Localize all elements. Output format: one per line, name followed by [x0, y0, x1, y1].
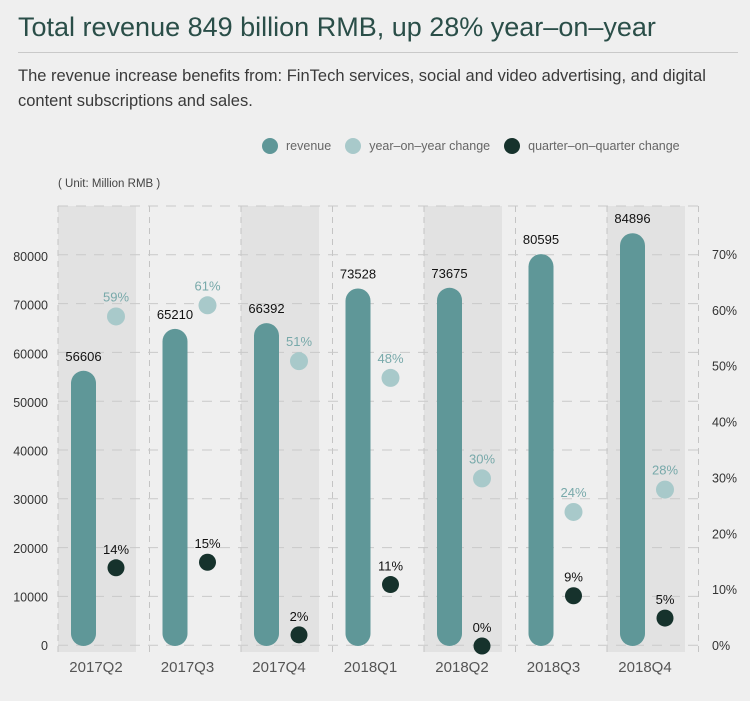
qoq-point-2018Q3	[565, 587, 582, 605]
revenue-bar-2018Q1	[345, 288, 371, 646]
revenue-value-label: 84896	[614, 211, 650, 226]
y-left-tick-label: 60000	[13, 347, 48, 361]
legend-qoq-label: quarter–on–quarter change	[528, 139, 680, 153]
revenue-value-label: 73528	[340, 266, 376, 281]
legend-qoq-swatch	[504, 138, 521, 154]
y-left-tick-label: 80000	[13, 250, 48, 264]
qoq-value-label: 9%	[564, 570, 583, 585]
qoq-point-2018Q1	[382, 576, 399, 594]
qoq-value-label: 11%	[378, 559, 403, 574]
revenue-bar-2017Q2	[71, 370, 96, 646]
x-tick-label: 2018Q1	[344, 659, 397, 676]
y-right-tick-label: 30%	[712, 471, 737, 485]
x-tick-label: 2018Q4	[618, 659, 671, 676]
yoy-value-label: 28%	[652, 463, 678, 478]
x-tick-label: 2017Q3	[161, 659, 214, 676]
x-tick-label: 2018Q3	[527, 659, 580, 676]
revenue-value-label: 65210	[157, 307, 193, 322]
yoy-value-label: 59%	[103, 289, 129, 304]
unit-label: ( Unit: Million RMB )	[58, 178, 161, 190]
y-left-tick-label: 0	[41, 639, 48, 653]
qoq-point-2018Q2	[473, 637, 491, 655]
column-band-2017Q4	[241, 206, 319, 652]
legend-revenue: revenue	[262, 138, 331, 154]
yoy-value-label: 48%	[377, 351, 403, 366]
qoq-value-label: 0%	[473, 620, 492, 635]
revenue-bar-2017Q3	[162, 328, 188, 646]
qoq-value-label: 15%	[194, 536, 220, 551]
y-right-tick-label: 60%	[712, 304, 737, 318]
qoq-point-2018Q4	[656, 609, 674, 627]
y-right-tick-label: 20%	[712, 527, 737, 541]
yoy-point-2018Q1	[381, 368, 400, 387]
yoy-point-2017Q2	[107, 307, 125, 326]
yoy-value-label: 30%	[469, 451, 495, 466]
x-tick-label: 2017Q2	[69, 659, 122, 676]
revenue-value-label: 56606	[65, 349, 101, 364]
chart-title: Total revenue 849 billion RMB, up 28% ye…	[18, 12, 656, 42]
revenue-value-label: 66392	[248, 301, 284, 316]
y-left-tick-label: 70000	[13, 299, 48, 313]
revenue-bar-2017Q4	[254, 323, 279, 646]
legend-yoy-label: year–on–year change	[369, 139, 491, 153]
y-right-tick-label: 40%	[712, 416, 737, 430]
qoq-point-2017Q2	[107, 559, 125, 577]
yoy-point-2017Q3	[198, 296, 217, 315]
qoq-value-label: 14%	[103, 542, 129, 557]
legend-yoy-swatch	[345, 138, 362, 154]
legend-qoq: quarter–on–quarter change	[504, 138, 680, 154]
y-right-tick-label: 10%	[712, 583, 737, 597]
revenue-bar-2018Q3	[528, 254, 554, 646]
qoq-point-2017Q4	[290, 626, 308, 644]
x-tick-label: 2017Q4	[252, 659, 305, 676]
yoy-point-2017Q4	[290, 352, 308, 371]
legend-yoy: year–on–year change	[345, 138, 490, 154]
y-right-tick-label: 70%	[712, 248, 737, 262]
yoy-point-2018Q2	[473, 469, 491, 488]
legend-revenue-swatch	[262, 138, 278, 154]
column-band-2018Q3	[515, 206, 594, 652]
y-right-tick-label: 0%	[712, 639, 730, 653]
yoy-value-label: 51%	[286, 334, 312, 349]
qoq-value-label: 2%	[290, 609, 309, 624]
title-divider	[18, 52, 738, 53]
y-left-tick-label: 10000	[13, 590, 48, 604]
y-left-tick-label: 40000	[13, 445, 48, 459]
yoy-value-label: 24%	[560, 485, 586, 500]
qoq-point-2017Q3	[199, 553, 216, 571]
column-band-2018Q4	[607, 206, 685, 652]
yoy-point-2018Q3	[564, 502, 583, 521]
revenue-bar-2018Q4	[620, 233, 645, 646]
yoy-value-label: 61%	[194, 278, 220, 293]
revenue-value-label: 73675	[431, 266, 467, 281]
y-left-tick-label: 50000	[13, 396, 48, 410]
legend-revenue-label: revenue	[286, 139, 332, 153]
y-left-tick-label: 20000	[13, 542, 48, 556]
qoq-value-label: 5%	[656, 592, 675, 607]
yoy-point-2018Q4	[656, 480, 674, 499]
legend: revenue year–on–year change quarter–on–q…	[262, 138, 694, 154]
column-band-2017Q3	[149, 206, 228, 652]
x-tick-label: 2018Q2	[435, 659, 488, 676]
column-band-2017Q2	[58, 206, 136, 652]
y-left-tick-label: 30000	[13, 493, 48, 507]
chart-subtitle: The revenue increase benefits from: FinT…	[18, 67, 706, 110]
revenue-value-label: 80595	[523, 232, 559, 247]
y-right-tick-label: 50%	[712, 360, 737, 374]
revenue-bar-2018Q2	[437, 287, 462, 646]
